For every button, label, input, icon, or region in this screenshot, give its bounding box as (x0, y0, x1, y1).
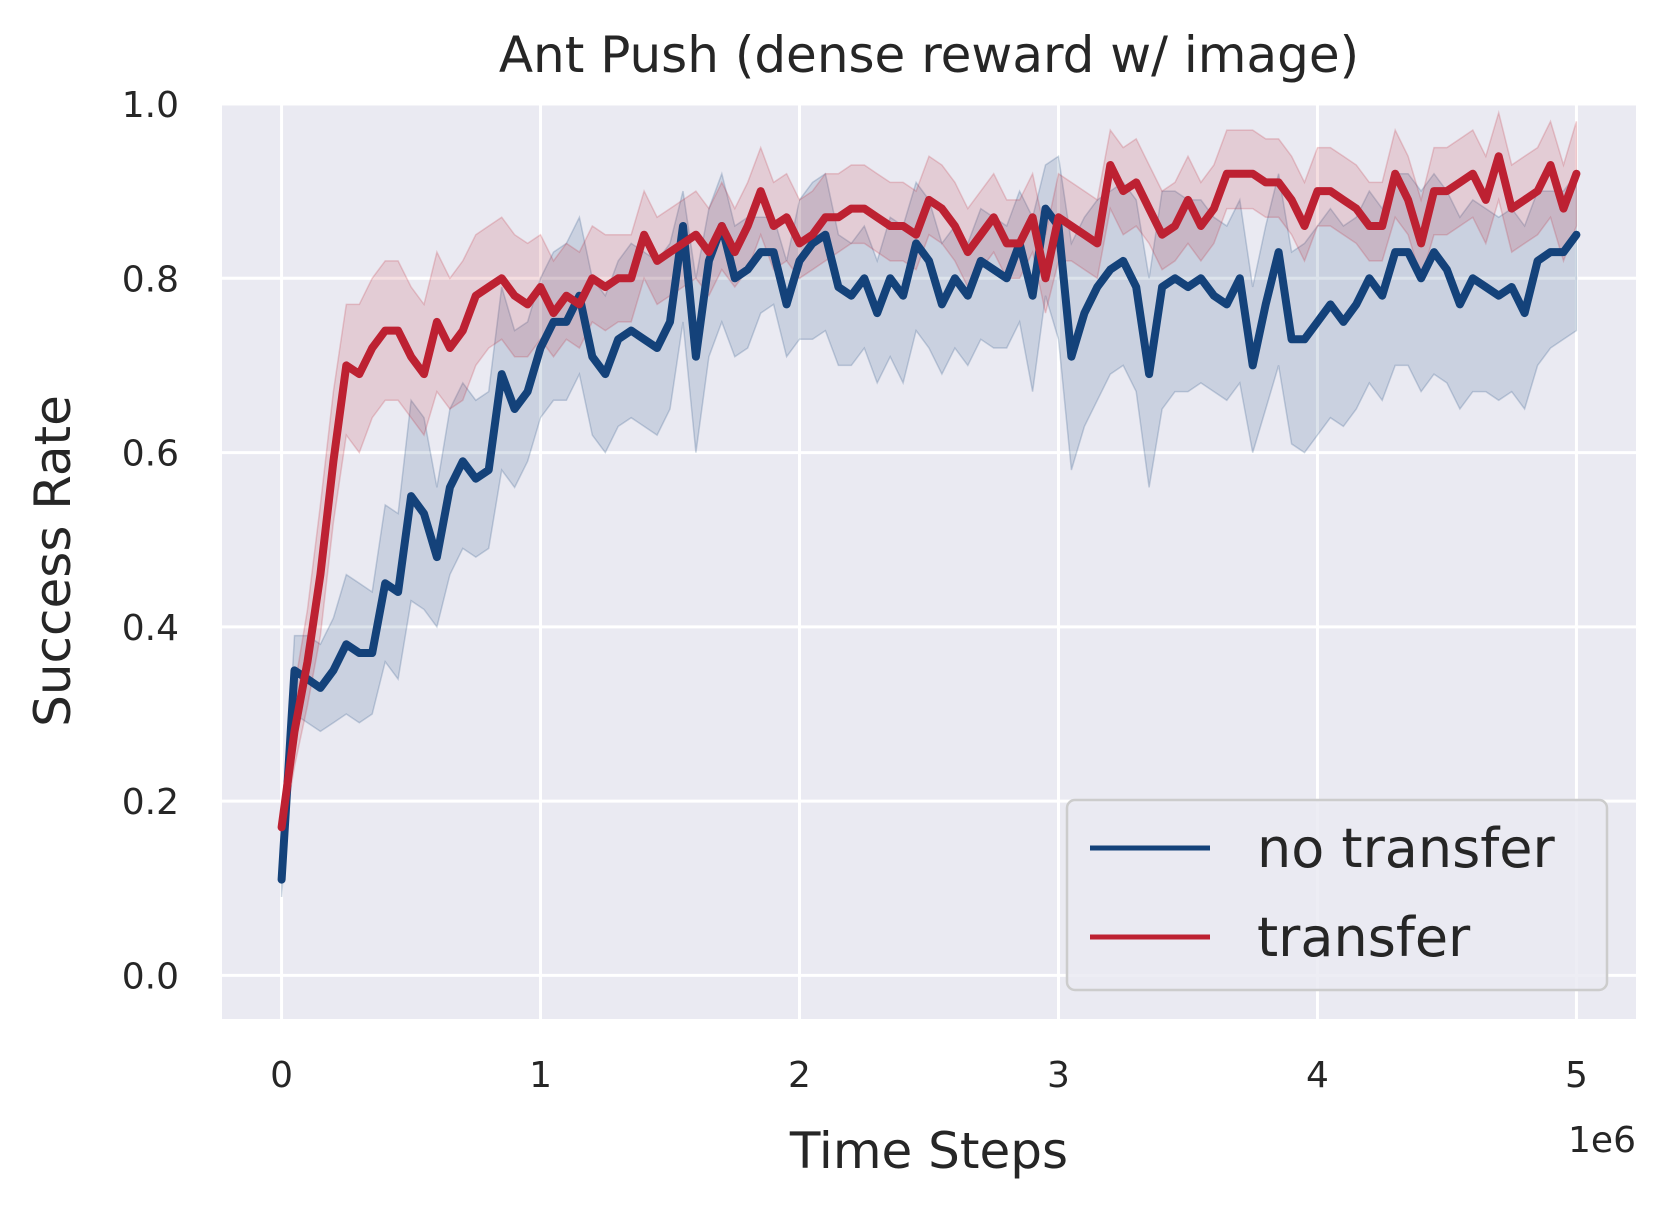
y-tick-labels: 0.0 0.2 0.4 0.6 0.8 1.0 (122, 85, 179, 997)
y-axis-title: Success Rate (24, 395, 82, 727)
y-tick-label: 1.0 (122, 85, 179, 126)
x-tick-labels: 0 1 2 3 4 5 (270, 1055, 1588, 1096)
x-axis-title: Time Steps (789, 1122, 1068, 1180)
legend-label-transfer: transfer (1257, 906, 1471, 969)
x-tick-label: 5 (1565, 1055, 1588, 1096)
x-tick-label: 2 (788, 1055, 811, 1096)
y-tick-label: 0.0 (122, 956, 179, 997)
x-tick-label: 4 (1306, 1055, 1329, 1096)
x-axis-offset-label: 1e6 (1568, 1120, 1636, 1161)
y-tick-label: 0.4 (122, 608, 179, 649)
series-line-transfer (277, 152, 1581, 832)
x-tick-label: 3 (1047, 1055, 1070, 1096)
legend-label-no-transfer: no transfer (1257, 817, 1555, 880)
y-tick-label: 0.6 (122, 434, 179, 475)
x-tick-label: 0 (270, 1055, 293, 1096)
y-tick-label: 0.8 (122, 259, 179, 300)
series-lines (277, 152, 1581, 884)
y-tick-label: 0.2 (122, 782, 179, 823)
series-line-no-transfer (277, 204, 1581, 884)
legend: no transfer transfer (1065, 798, 1609, 992)
chart-title: Ant Push (dense reward w/ image) (499, 26, 1359, 84)
x-tick-label: 1 (529, 1055, 552, 1096)
